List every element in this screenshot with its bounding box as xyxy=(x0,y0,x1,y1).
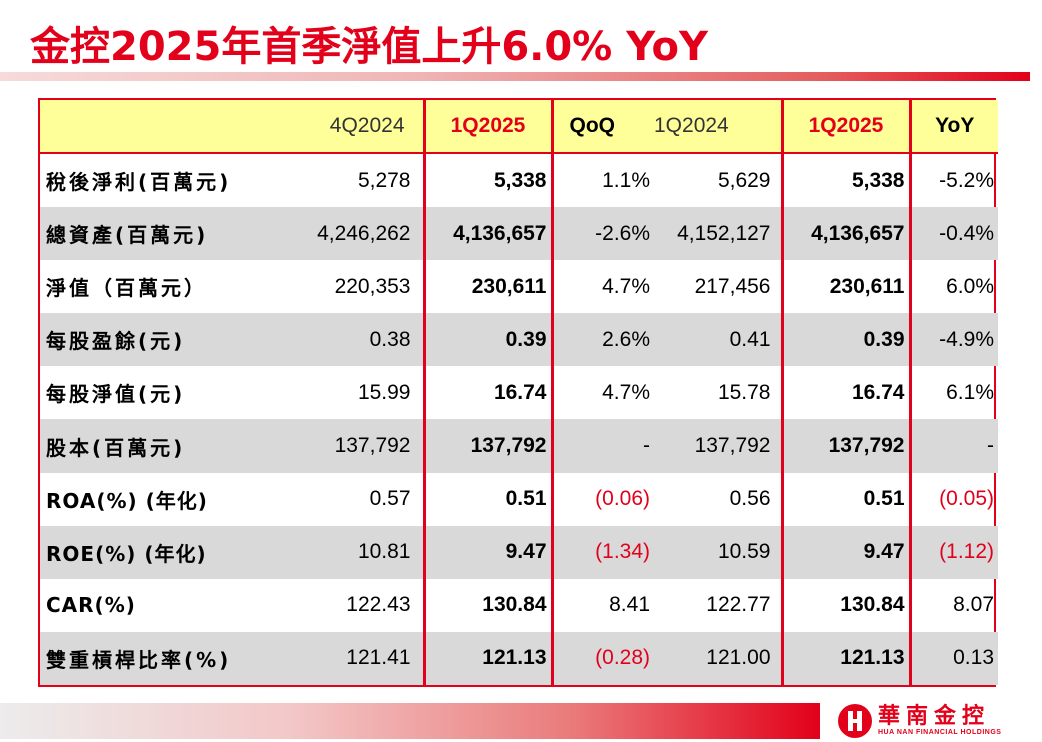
row-label: 稅後淨利(百萬元) xyxy=(46,170,232,195)
cell-4q2024: 0.57 xyxy=(264,472,426,526)
cell-1q2024: 122.77 xyxy=(706,593,771,617)
header-cell-1q2025-yoy: 1Q2025 xyxy=(780,100,912,155)
page-title: 金控2025年首季淨值上升6.0% YoY xyxy=(30,24,708,70)
footer-band xyxy=(0,703,820,739)
table-row: 每股盈餘(元) 0.38 0.39 2.6% 0.41 0.39 -4.9% xyxy=(40,313,998,367)
cell-yoy: -0.4% xyxy=(910,207,998,261)
row-label: 股本(百萬元) xyxy=(40,419,264,473)
row-label: CAR(%) xyxy=(46,593,136,618)
cell-yoy: 6.1% xyxy=(946,380,994,404)
table-row: 股本(百萬元) 137,792 137,792 - 137,792 137,79… xyxy=(40,419,998,473)
logo-text: 華南金控 HUA NAN FINANCIAL HOLDINGS xyxy=(878,705,1001,737)
cell-1q2025: 9.47 xyxy=(780,525,912,579)
cell-1q2025: 0.51 xyxy=(422,472,554,526)
cell-1q2025: 0.39 xyxy=(422,313,554,367)
row-label: ROA(%) (年化) xyxy=(46,488,208,513)
cell-qoq: (1.34) xyxy=(552,525,654,579)
cell-qoq: 4.7% xyxy=(602,380,650,404)
cell-qoq: (0.06) xyxy=(595,487,650,511)
cell-1q2025: 130.84 xyxy=(780,578,912,632)
logo-english-name: HUA NAN FINANCIAL HOLDINGS xyxy=(878,729,1002,736)
cell-yoy: (1.12) xyxy=(910,525,998,579)
cell-1q2024: 10.59 xyxy=(654,525,782,579)
cell-4q2024: 15.99 xyxy=(264,366,426,420)
cell-1q2025: 4,136,657 xyxy=(780,207,912,261)
cell-1q2025: 4,136,657 xyxy=(422,207,554,261)
table-row: 淨值（百萬元） 220,353 230,611 4.7% 217,456 230… xyxy=(40,260,998,314)
header-cell-label xyxy=(40,100,264,155)
row-label: 雙重槓桿比率(%) xyxy=(40,631,264,685)
cell-qoq: 2.6% xyxy=(552,313,654,367)
cell-qoq: - xyxy=(552,419,654,473)
cell-1q2025: 16.74 xyxy=(422,366,554,420)
cell-1q2025: 16.74 xyxy=(780,366,912,420)
table-row: CAR(%) 122.43 130.84 8.41 122.77 130.84 … xyxy=(40,578,998,632)
cell-qoq: -2.6% xyxy=(552,207,654,261)
cell-1q2025: 130.84 xyxy=(422,578,554,632)
cell-4q2024: 4,246,262 xyxy=(264,207,426,261)
cell-1q2024: 137,792 xyxy=(654,419,782,473)
cell-yoy: 8.07 xyxy=(953,593,994,617)
cell-yoy: (0.05) xyxy=(939,487,994,511)
table-row: 每股淨值(元) 15.99 16.74 4.7% 15.78 16.74 6.1… xyxy=(40,366,998,420)
cell-1q2025: 5,338 xyxy=(422,153,554,208)
row-label: 每股淨值(元) xyxy=(46,382,186,407)
cell-1q2024: 0.41 xyxy=(654,313,782,367)
header-cell-1q2024: 1Q2024 xyxy=(654,100,782,155)
cell-yoy: -4.9% xyxy=(910,313,998,367)
cell-1q2024: 15.78 xyxy=(717,380,771,404)
cell-1q2025: 0.39 xyxy=(780,313,912,367)
cell-4q2024: 137,792 xyxy=(264,419,426,473)
cell-4q2024: 10.81 xyxy=(264,525,426,579)
header-cell-qoq: QoQ xyxy=(552,100,654,155)
table-row: ROA(%) (年化) 0.57 0.51 (0.06) 0.56 0.51 (… xyxy=(40,472,998,526)
hua-nan-logo-icon xyxy=(838,704,872,738)
table-row: ROE(%) (年化) 10.81 9.47 (1.34) 10.59 9.47… xyxy=(40,525,998,579)
table-row: 稅後淨利(百萬元) 5,278 5,338 1.1% 5,629 5,338 -… xyxy=(40,153,998,208)
table-header-row: 4Q2024 1Q2025 QoQ 1Q2024 1Q2025 YoY xyxy=(40,100,998,155)
table-row: 總資產(百萬元) 4,246,262 4,136,657 -2.6% 4,152… xyxy=(40,207,998,261)
row-label: 淨值（百萬元） xyxy=(46,276,207,301)
company-logo: 華南金控 HUA NAN FINANCIAL HOLDINGS xyxy=(838,703,1038,739)
header-cell-4q2024: 4Q2024 xyxy=(264,100,426,155)
cell-yoy: 0.13 xyxy=(910,631,998,685)
cell-4q2024: 5,278 xyxy=(264,153,426,208)
cell-1q2025: 230,611 xyxy=(422,260,554,314)
cell-4q2024: 122.43 xyxy=(264,578,426,632)
logo-chinese-name: 華南金控 xyxy=(878,704,991,729)
cell-1q2025: 230,611 xyxy=(780,260,912,314)
table-row: 雙重槓桿比率(%) 121.41 121.13 (0.28) 121.00 12… xyxy=(40,631,998,685)
cell-1q2024: 217,456 xyxy=(694,274,771,298)
header-cell-yoy: YoY xyxy=(910,100,998,155)
cell-1q2025: 121.13 xyxy=(422,631,554,685)
cell-qoq: 1.1% xyxy=(602,168,650,192)
cell-yoy: - xyxy=(910,419,998,473)
cell-qoq: 8.41 xyxy=(609,593,650,617)
cell-1q2024: 0.56 xyxy=(729,487,771,511)
cell-4q2024: 220,353 xyxy=(264,260,426,314)
cell-1q2024: 4,152,127 xyxy=(654,207,782,261)
cell-yoy: -5.2% xyxy=(939,168,994,192)
financial-table: 4Q2024 1Q2025 QoQ 1Q2024 1Q2025 YoY 稅後淨利… xyxy=(38,98,998,687)
title-underline-band xyxy=(0,72,1030,81)
cell-yoy: 6.0% xyxy=(946,274,994,298)
cell-1q2025: 9.47 xyxy=(422,525,554,579)
row-label: 總資產(百萬元) xyxy=(40,207,264,261)
cell-1q2025: 137,792 xyxy=(422,419,554,473)
cell-1q2024: 121.00 xyxy=(654,631,782,685)
header-cell-1q2025-qoq: 1Q2025 xyxy=(422,100,554,155)
cell-qoq: 4.7% xyxy=(602,274,650,298)
row-label: ROE(%) (年化) xyxy=(40,525,264,579)
cell-4q2024: 121.41 xyxy=(264,631,426,685)
cell-1q2025: 121.13 xyxy=(780,631,912,685)
cell-1q2024: 5,629 xyxy=(717,168,771,192)
cell-qoq: (0.28) xyxy=(552,631,654,685)
cell-4q2024: 0.38 xyxy=(264,313,426,367)
cell-1q2025: 137,792 xyxy=(780,419,912,473)
cell-1q2025: 0.51 xyxy=(780,472,912,526)
row-label: 每股盈餘(元) xyxy=(40,313,264,367)
cell-1q2025: 5,338 xyxy=(780,153,912,208)
